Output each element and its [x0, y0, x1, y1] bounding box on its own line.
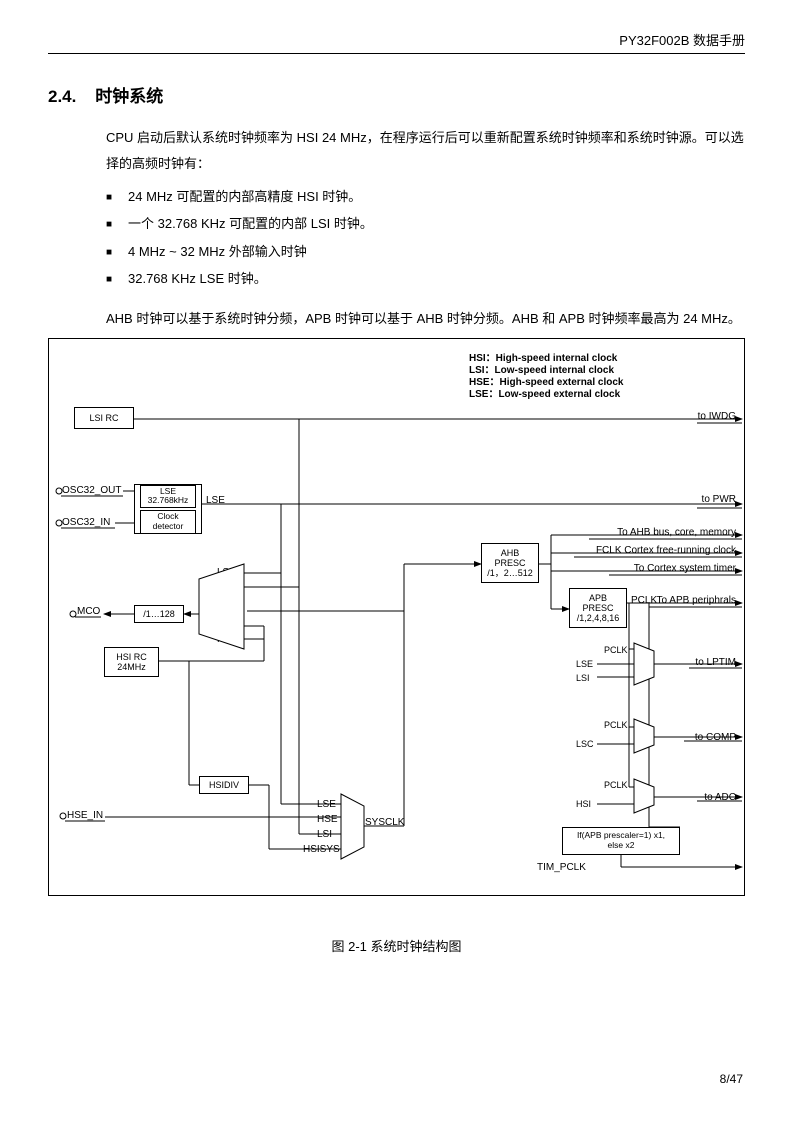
intro-paragraph: CPU 启动后默认系统时钟频率为 HSI 24 MHz，在程序运行后可以重新配置… — [106, 125, 745, 177]
list-item: 32.768 KHz LSE 时钟。 — [106, 265, 745, 292]
section-heading: 2.4. 时钟系统 — [48, 82, 745, 107]
page-header: PY32F002B 数据手册 — [48, 30, 745, 54]
clock-diagram: HSI：High-speed internal clock LSI：Low-sp… — [48, 338, 745, 896]
section-number: 2.4. — [48, 87, 76, 106]
page-number: 8/47 — [720, 1072, 743, 1086]
list-item: 4 MHz ~ 32 MHz 外部输入时钟 — [106, 238, 745, 265]
list-item: 一个 32.768 KHz 可配置的内部 LSI 时钟。 — [106, 210, 745, 237]
wiring-svg — [49, 339, 746, 897]
doc-title: PY32F002B 数据手册 — [619, 33, 745, 48]
list-item: 24 MHz 可配置的内部高精度 HSI 时钟。 — [106, 183, 745, 210]
body-paragraph: AHB 时钟可以基于系统时钟分频，APB 时钟可以基于 AHB 时钟分频。AHB… — [106, 306, 745, 332]
figure-caption: 图 2-1 系统时钟结构图 — [48, 936, 745, 955]
section-title-text: 时钟系统 — [95, 87, 163, 106]
clock-list: 24 MHz 可配置的内部高精度 HSI 时钟。 一个 32.768 KHz 可… — [106, 183, 745, 292]
